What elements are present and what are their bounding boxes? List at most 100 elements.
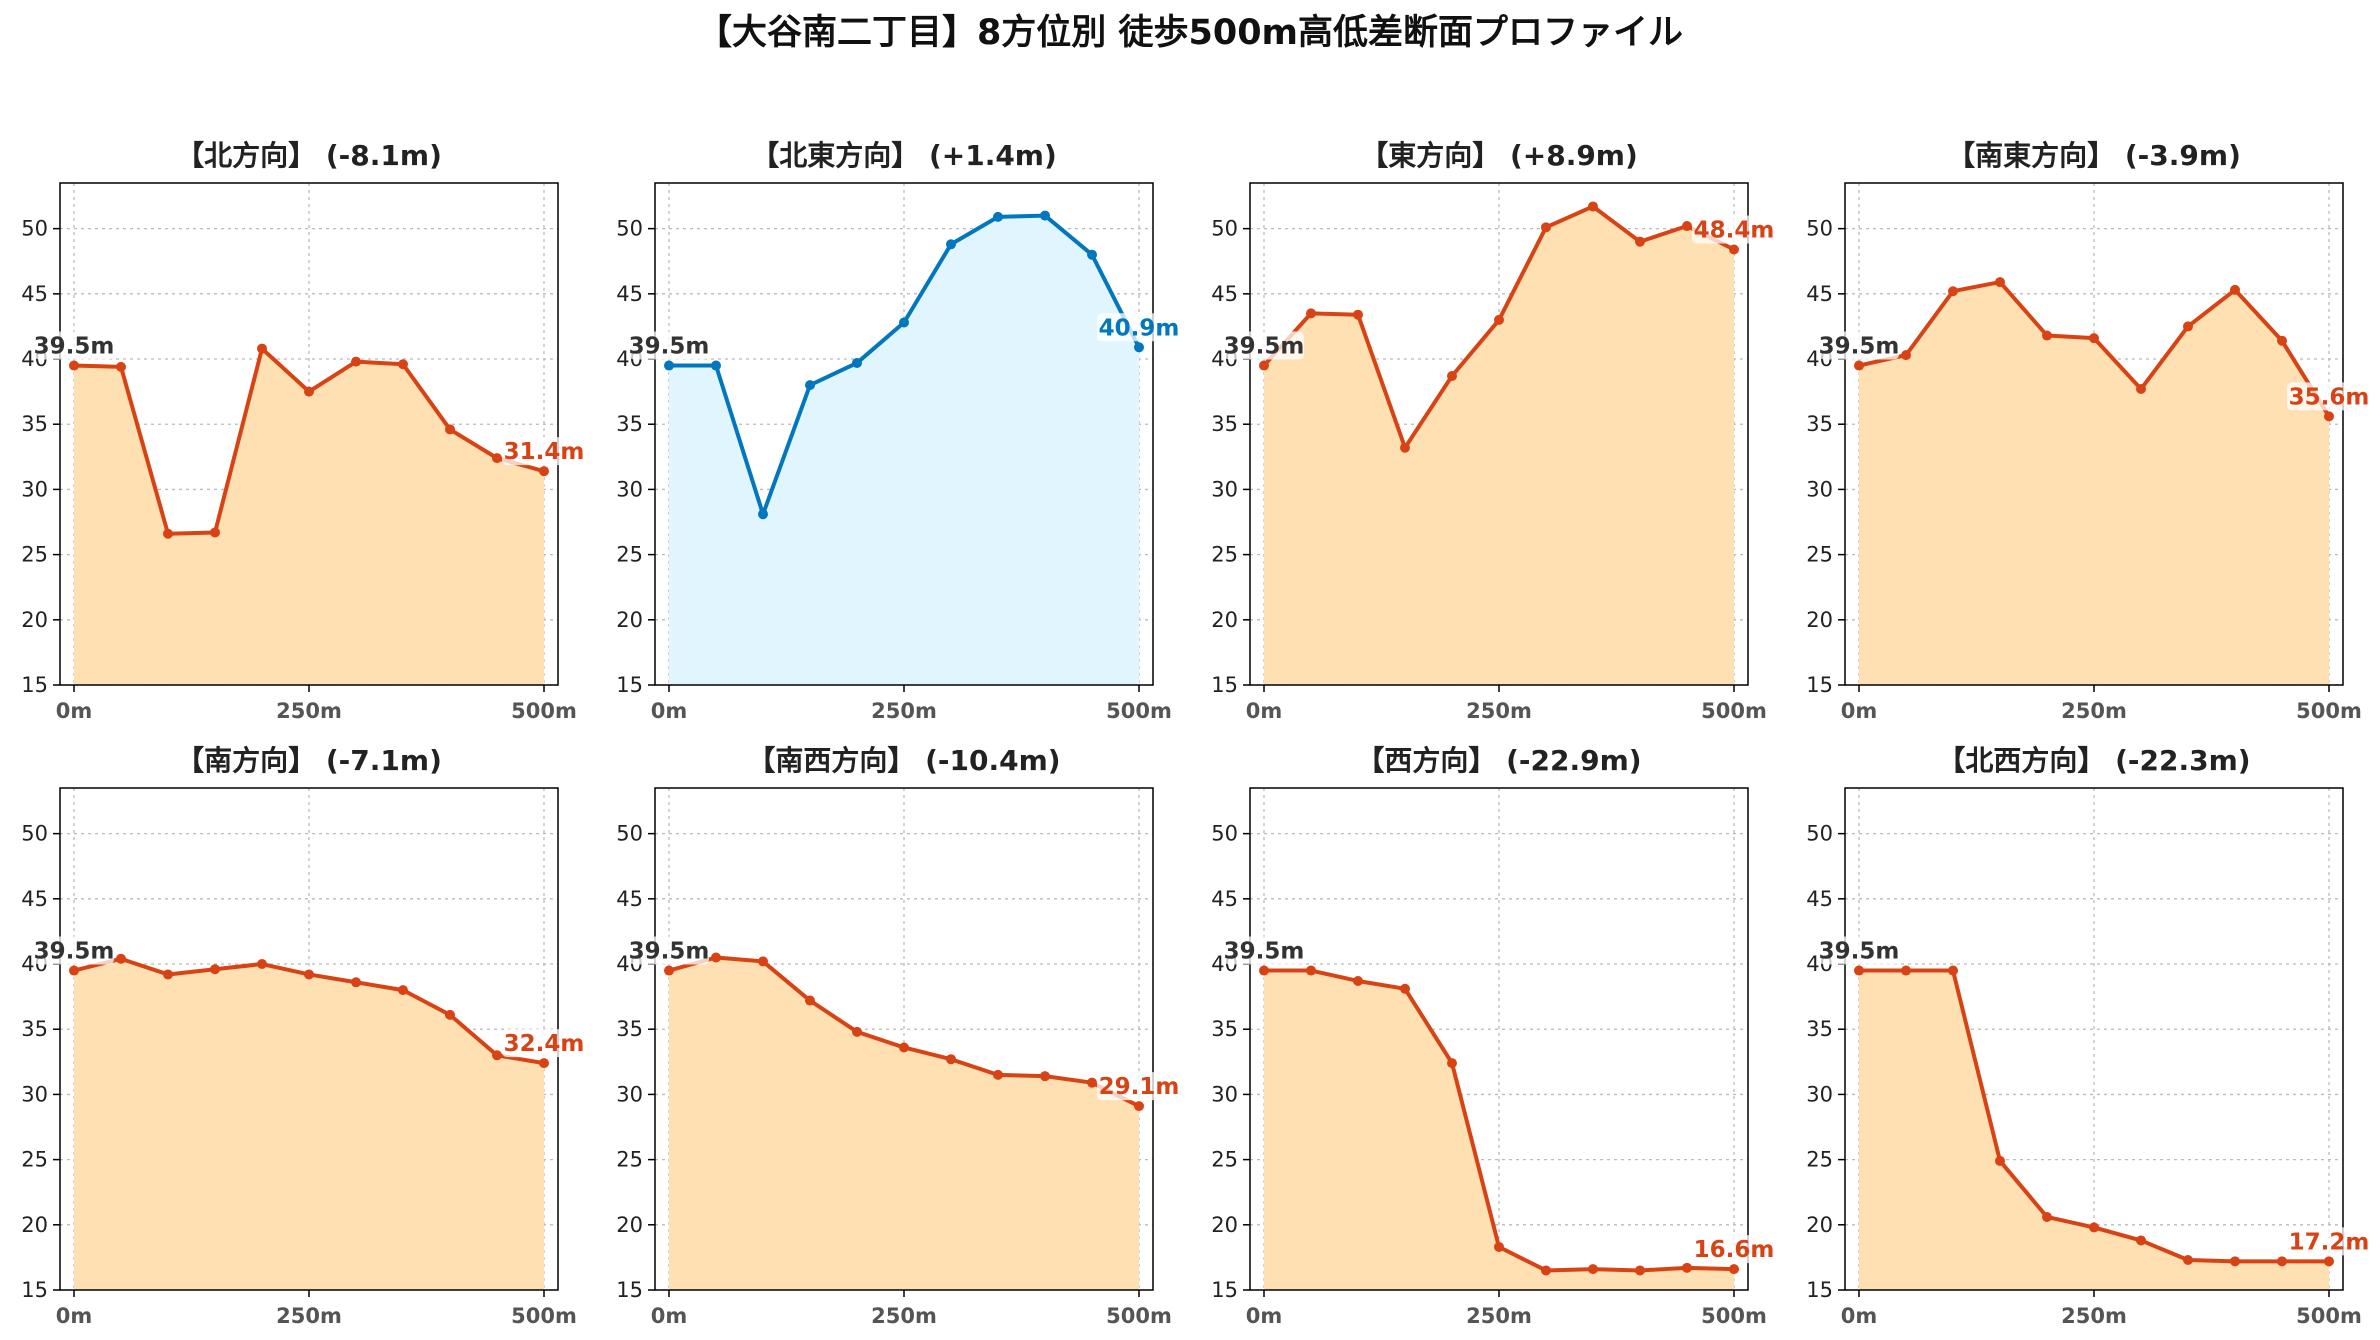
x-tick-label: 250m xyxy=(2061,1304,2127,1328)
y-tick-label: 35 xyxy=(21,1017,48,1041)
chart-title: 【東方向】 (+8.9m) xyxy=(1360,139,1638,172)
data-point xyxy=(351,356,361,367)
end-elevation-label: 17.2m xyxy=(2289,1229,2370,1255)
x-tick-label: 250m xyxy=(2061,699,2127,723)
end-label-background xyxy=(2287,382,2371,411)
data-point xyxy=(445,424,455,435)
start-label-background xyxy=(1819,331,1899,360)
data-point xyxy=(2230,284,2240,295)
end-label-background xyxy=(1097,313,1181,342)
data-point xyxy=(1134,1101,1144,1112)
data-point xyxy=(2230,1256,2240,1267)
data-point xyxy=(1948,965,1958,976)
data-point xyxy=(1353,309,1363,320)
data-point xyxy=(2042,330,2052,341)
y-tick-label: 15 xyxy=(616,1278,643,1302)
data-point xyxy=(1995,277,2005,288)
y-tick-label: 25 xyxy=(1806,1148,1833,1172)
data-point xyxy=(758,956,768,967)
chart-title: 【南東方向】 (-3.9m) xyxy=(1947,139,2241,172)
data-point xyxy=(1901,350,1911,361)
elevation-area xyxy=(669,215,1139,685)
y-tick-label: 50 xyxy=(1211,822,1238,846)
data-point xyxy=(210,964,220,975)
y-tick-label: 25 xyxy=(1211,1148,1238,1172)
x-tick-label: 250m xyxy=(1466,1304,1532,1328)
data-point xyxy=(1494,1241,1504,1252)
y-tick-label: 50 xyxy=(616,217,643,241)
data-point xyxy=(1729,244,1739,255)
data-point xyxy=(1259,965,1269,976)
data-point xyxy=(398,359,408,370)
start-elevation-label: 39.5m xyxy=(629,334,710,360)
y-tick-label: 35 xyxy=(21,412,48,436)
elevation-area xyxy=(1859,970,2329,1290)
data-point xyxy=(2089,1222,2099,1233)
data-point xyxy=(2183,321,2193,332)
end-label-background xyxy=(2287,1227,2371,1256)
x-tick-label: 0m xyxy=(1841,699,1878,723)
elevation-area xyxy=(1264,970,1734,1290)
end-label-background xyxy=(502,1029,586,1058)
end-label-background xyxy=(1692,1235,1776,1264)
y-tick-label: 35 xyxy=(1806,1017,1833,1041)
y-tick-label: 20 xyxy=(21,1213,48,1237)
data-point xyxy=(664,360,674,371)
data-point xyxy=(711,360,721,371)
figure-title: 【大谷南二丁目】8方位別 徒歩500m高低差断面プロファイル xyxy=(697,13,1683,53)
end-elevation-label: 16.6m xyxy=(1694,1237,1775,1263)
data-point xyxy=(899,1042,909,1053)
x-tick-label: 0m xyxy=(1841,1304,1878,1328)
data-point xyxy=(993,211,1003,222)
data-point xyxy=(2277,335,2287,346)
data-point xyxy=(946,239,956,250)
end-elevation-label: 35.6m xyxy=(2289,384,2370,410)
y-tick-label: 30 xyxy=(616,477,643,501)
y-tick-label: 50 xyxy=(21,217,48,241)
x-tick-label: 500m xyxy=(511,699,577,723)
data-point xyxy=(445,1009,455,1020)
elevation-area xyxy=(74,348,544,685)
start-label-background xyxy=(629,331,709,360)
data-point xyxy=(852,357,862,368)
data-point xyxy=(1400,983,1410,994)
data-point xyxy=(351,977,361,988)
x-tick-label: 250m xyxy=(871,699,937,723)
end-elevation-label: 32.4m xyxy=(504,1031,585,1057)
data-point xyxy=(1682,221,1692,232)
data-point xyxy=(1729,1264,1739,1275)
data-point xyxy=(1635,236,1645,247)
x-tick-label: 500m xyxy=(1106,1304,1172,1328)
chart-title: 【南方向】 (-7.1m) xyxy=(176,744,442,777)
data-point xyxy=(805,995,815,1006)
data-point xyxy=(1040,1071,1050,1082)
end-label-background xyxy=(502,437,586,466)
data-point xyxy=(116,953,126,964)
y-tick-label: 30 xyxy=(1806,1082,1833,1106)
y-tick-label: 35 xyxy=(1211,1017,1238,1041)
data-point xyxy=(1854,965,1864,976)
data-point xyxy=(163,969,173,980)
y-tick-label: 35 xyxy=(1211,412,1238,436)
y-tick-label: 15 xyxy=(1211,673,1238,697)
data-point xyxy=(492,453,502,464)
x-tick-label: 500m xyxy=(2296,1304,2362,1328)
start-elevation-label: 39.5m xyxy=(34,334,115,360)
y-tick-label: 30 xyxy=(21,1082,48,1106)
y-tick-label: 15 xyxy=(1211,1278,1238,1302)
x-tick-label: 0m xyxy=(1246,699,1283,723)
data-point xyxy=(1494,314,1504,325)
y-tick-label: 20 xyxy=(616,608,643,632)
data-point xyxy=(304,969,314,980)
data-point xyxy=(1447,1058,1457,1069)
y-tick-label: 30 xyxy=(21,477,48,501)
end-elevation-label: 31.4m xyxy=(504,439,585,465)
data-point xyxy=(2136,1235,2146,1246)
start-elevation-label: 39.5m xyxy=(34,939,115,965)
data-point xyxy=(852,1026,862,1037)
y-tick-label: 25 xyxy=(21,543,48,567)
start-label-background xyxy=(629,936,709,965)
y-tick-label: 25 xyxy=(616,1148,643,1172)
